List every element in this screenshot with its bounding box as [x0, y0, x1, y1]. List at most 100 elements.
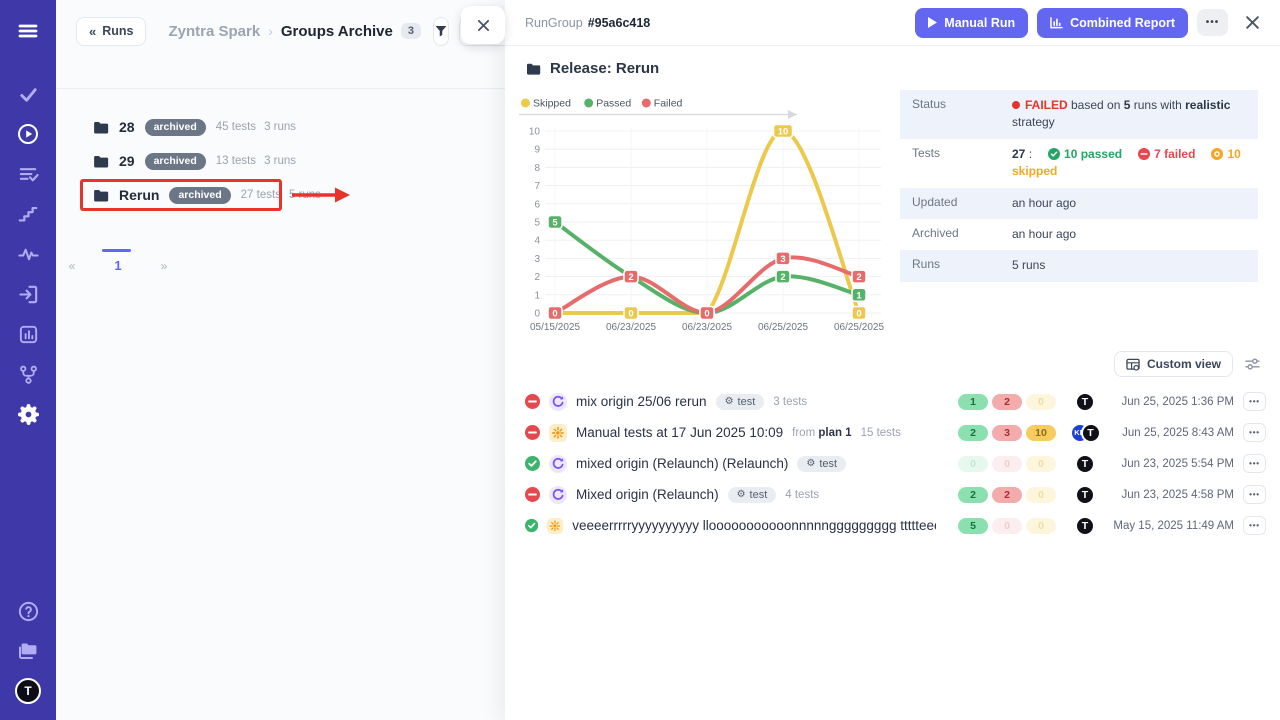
drawer-header: RunGroup #95a6c418 Manual Run Combined R… — [505, 0, 1280, 46]
group-name: Rerun — [119, 187, 160, 203]
group-row[interactable]: 29 archived 13 tests 3 runs — [56, 144, 505, 178]
run-avatar[interactable]: T — [1075, 515, 1095, 536]
tests-skipped: 10 skipped — [1012, 146, 1241, 179]
run-avatar[interactable]: T — [1080, 422, 1101, 443]
run-more-button[interactable]: ••• — [1243, 485, 1266, 504]
minus-circle-icon — [1138, 147, 1151, 160]
gear-icon: ⚙ — [724, 396, 734, 407]
tests-label: Tests — [912, 145, 941, 160]
gear-icon: ⚙ — [806, 458, 816, 469]
pagination-next-button[interactable]: » — [160, 258, 168, 273]
test-badge: ⚙ test — [797, 455, 847, 472]
tests-passed: 10 passed — [1064, 146, 1123, 161]
run-row[interactable]: veeeerrrrryyyyyyyyyy llooooooooooonnnnng… — [525, 510, 1266, 541]
manual-run-label: Manual Run — [944, 15, 1016, 30]
failed-status-icon — [525, 425, 540, 440]
manual-run-button[interactable]: Manual Run — [915, 7, 1029, 38]
updated-value: an hour ago — [1012, 195, 1077, 210]
run-from-plan: from plan 1 — [792, 426, 852, 439]
projects-folder-icon[interactable] — [16, 639, 40, 663]
bar-chart-icon — [1050, 16, 1063, 28]
check-tasks-icon[interactable] — [16, 82, 40, 106]
run-date: Jun 25, 2025 1:36 PM — [1121, 395, 1234, 408]
activity-icon[interactable] — [16, 242, 40, 266]
run-avatar[interactable]: T — [1075, 391, 1095, 412]
pagination-current-page[interactable]: 1 — [114, 258, 122, 273]
help-icon[interactable] — [16, 599, 40, 623]
passed-status-icon — [525, 518, 539, 533]
svg-text:2: 2 — [780, 272, 785, 283]
run-more-button[interactable]: ••• — [1243, 392, 1266, 411]
skipped-pill: 0 — [1026, 455, 1056, 472]
result-pills: 5 0 0 — [958, 517, 1058, 534]
rerun-type-icon — [549, 485, 567, 504]
breadcrumb-current: Groups Archive — [280, 22, 393, 40]
back-to-runs-button[interactable]: « Runs — [76, 16, 147, 46]
svg-text:Skipped: Skipped — [533, 98, 571, 110]
combined-report-button[interactable]: Combined Report — [1037, 7, 1188, 38]
breadcrumb-parent[interactable]: Zyntra Spark — [168, 22, 261, 40]
manual-type-icon — [547, 517, 564, 534]
custom-view-button[interactable]: Custom view — [1113, 351, 1233, 377]
panel-divider — [56, 88, 505, 89]
run-more-button[interactable]: ••• — [1243, 516, 1266, 535]
svg-text:Passed: Passed — [596, 98, 631, 110]
panel-close-card[interactable] — [461, 6, 505, 44]
settings-gear-icon[interactable] — [16, 402, 40, 426]
archived-value: an hour ago — [1012, 226, 1077, 241]
failed-pill: 0 — [992, 517, 1022, 534]
failed-status-icon — [525, 394, 540, 409]
svg-text:9: 9 — [534, 145, 540, 156]
test-badge: ⚙ test — [727, 486, 777, 503]
group-name: 28 — [119, 119, 135, 135]
branches-icon[interactable] — [16, 362, 40, 386]
group-row[interactable]: 28 archived 45 tests 3 runs — [56, 110, 505, 144]
run-row[interactable]: mix origin 25/06 rerun ⚙ test 3 tests 1 2… — [525, 386, 1266, 417]
svg-text:1: 1 — [856, 290, 862, 301]
runs-value: 5 runs — [1012, 258, 1046, 273]
svg-text:8: 8 — [534, 163, 540, 174]
info-row-runs: Runs 5 runs — [900, 250, 1258, 282]
rungroup-title-text: Release: Rerun — [550, 60, 660, 77]
import-icon[interactable] — [16, 282, 40, 306]
gear-icon: ⚙ — [736, 489, 746, 500]
run-row[interactable]: Mixed origin (Relaunch) ⚙ test 4 tests 2 … — [525, 479, 1266, 510]
steps-icon[interactable] — [16, 202, 40, 226]
group-tests-count: 27 tests — [240, 189, 281, 201]
sidebar: T — [0, 0, 56, 720]
user-avatar[interactable]: T — [15, 678, 41, 704]
svg-text:5: 5 — [552, 218, 558, 229]
archived-label: Archived — [912, 225, 959, 240]
drawer-close-icon[interactable] — [1245, 15, 1260, 30]
entity-type: RunGroup — [525, 15, 583, 30]
pagination-prev-button[interactable]: « — [68, 258, 76, 273]
run-date: Jun 23, 2025 4:58 PM — [1121, 488, 1234, 501]
group-row-selected[interactable]: Rerun archived 27 tests 5 runs — [56, 178, 505, 212]
run-avatar[interactable]: T — [1075, 484, 1095, 505]
reports-icon[interactable] — [16, 322, 40, 346]
svg-text:6: 6 — [534, 199, 540, 210]
run-more-button[interactable]: ••• — [1243, 454, 1266, 473]
run-name: veeeerrrrryyyyyyyyyy llooooooooooonnnnng… — [572, 518, 936, 533]
info-row-archived: Archived an hour ago — [900, 219, 1258, 250]
close-icon — [477, 19, 489, 31]
run-more-button[interactable]: ••• — [1243, 423, 1266, 442]
run-row[interactable]: Manual tests at 17 Jun 2025 10:09 from p… — [525, 417, 1266, 448]
run-avatar[interactable]: T — [1075, 453, 1095, 474]
more-actions-button[interactable]: ••• — [1197, 9, 1228, 36]
sliders-icon[interactable] — [1245, 357, 1260, 371]
passed-pill: 2 — [958, 424, 988, 441]
test-list-icon[interactable] — [16, 162, 40, 186]
run-row[interactable]: mixed origin (Relaunch) (Relaunch) ⚙ test… — [525, 448, 1266, 479]
filter-button[interactable] — [432, 16, 449, 46]
run-play-icon[interactable] — [16, 122, 40, 146]
rungroup-drawer: RunGroup #95a6c418 Manual Run Combined R… — [505, 0, 1280, 720]
svg-text:06/25/2025: 06/25/2025 — [834, 322, 884, 333]
runs-list: mix origin 25/06 rerun ⚙ test 3 tests 1 2… — [525, 386, 1266, 541]
svg-text:05/15/2025: 05/15/2025 — [530, 322, 580, 333]
menu-icon[interactable] — [16, 19, 40, 43]
info-row-tests: Tests 27 :10 passed 7 failed 10 skipped — [900, 139, 1258, 188]
custom-view-row: Custom view — [1113, 351, 1260, 377]
svg-text:10: 10 — [778, 127, 789, 138]
